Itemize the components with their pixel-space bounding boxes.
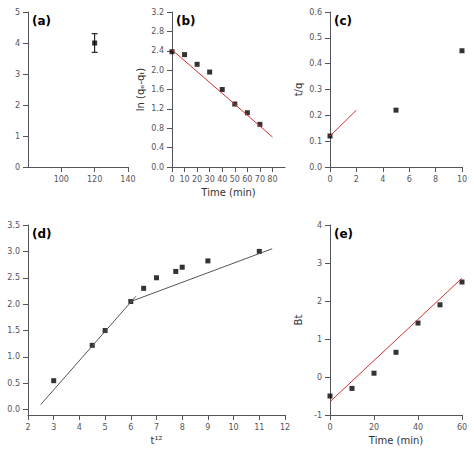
svg-text:50: 50 (230, 175, 240, 184)
svg-text:1.5: 1.5 (7, 326, 20, 335)
svg-text:0: 0 (327, 423, 332, 432)
svg-text:2.5: 2.5 (7, 273, 20, 282)
svg-text:5: 5 (15, 8, 20, 17)
svg-text:(b): (b) (176, 14, 196, 28)
svg-text:(c): (c) (334, 14, 352, 28)
svg-text:9: 9 (205, 423, 210, 432)
svg-text:0: 0 (327, 175, 332, 184)
svg-text:3.0: 3.0 (7, 247, 20, 256)
svg-text:1: 1 (317, 335, 322, 344)
svg-text:3.5: 3.5 (7, 221, 20, 230)
svg-text:70: 70 (255, 175, 265, 184)
svg-text:2: 2 (15, 101, 20, 110)
svg-text:3: 3 (317, 259, 322, 268)
svg-text:100: 100 (54, 175, 69, 184)
svg-text:5: 5 (103, 423, 108, 432)
svg-text:0.8: 0.8 (151, 124, 164, 133)
svg-text:2: 2 (354, 175, 359, 184)
svg-text:0: 0 (15, 163, 20, 172)
svg-text:80: 80 (267, 175, 277, 184)
svg-text:120: 120 (87, 175, 102, 184)
svg-text:0.5: 0.5 (7, 379, 20, 388)
svg-text:4: 4 (380, 175, 385, 184)
svg-text:0.0: 0.0 (7, 405, 20, 414)
svg-text:0.1: 0.1 (309, 137, 322, 146)
svg-text:8: 8 (180, 423, 185, 432)
svg-text:2.4: 2.4 (151, 46, 164, 55)
svg-text:2: 2 (25, 423, 30, 432)
svg-text:4: 4 (317, 221, 322, 230)
svg-text:0.2: 0.2 (309, 111, 322, 120)
svg-text:0: 0 (317, 373, 322, 382)
svg-text:0.0: 0.0 (151, 163, 164, 172)
svg-text:2.8: 2.8 (151, 27, 164, 36)
svg-text:0.3: 0.3 (309, 85, 322, 94)
svg-text:(e): (e) (334, 227, 353, 241)
svg-text:2.0: 2.0 (7, 300, 20, 309)
svg-text:10: 10 (229, 423, 239, 432)
svg-text:30: 30 (205, 175, 215, 184)
svg-text:8: 8 (433, 175, 438, 184)
svg-text:4: 4 (15, 39, 20, 48)
svg-text:60: 60 (242, 175, 252, 184)
svg-text:20: 20 (192, 175, 202, 184)
svg-text:6: 6 (407, 175, 412, 184)
svg-text:0.6: 0.6 (309, 8, 322, 17)
svg-text:ln (qₑ-qₜ): ln (qₑ-qₜ) (135, 68, 146, 112)
svg-text:3: 3 (15, 70, 20, 79)
svg-text:0: 0 (169, 175, 174, 184)
svg-text:140: 140 (120, 175, 135, 184)
svg-text:0.4: 0.4 (151, 143, 164, 152)
svg-text:0.4: 0.4 (309, 59, 322, 68)
svg-text:10: 10 (179, 175, 189, 184)
svg-text:1: 1 (15, 132, 20, 141)
svg-text:40: 40 (217, 175, 227, 184)
svg-text:Time (min): Time (min) (200, 187, 255, 198)
svg-text:4: 4 (77, 423, 82, 432)
svg-text:(d): (d) (32, 227, 52, 241)
svg-text:2.0: 2.0 (151, 66, 164, 75)
svg-text:1.0: 1.0 (7, 352, 20, 361)
svg-text:7: 7 (154, 423, 159, 432)
svg-text:40: 40 (413, 423, 423, 432)
svg-text:20: 20 (369, 423, 379, 432)
svg-text:12: 12 (280, 423, 290, 432)
svg-text:Bt: Bt (293, 315, 304, 326)
svg-text:-1: -1 (314, 411, 322, 420)
svg-text:(a): (a) (32, 14, 51, 28)
svg-text:3: 3 (51, 423, 56, 432)
svg-text:t/q: t/q (293, 83, 304, 97)
svg-text:Time (min): Time (min) (368, 435, 423, 446)
svg-text:1.6: 1.6 (151, 85, 164, 94)
svg-text:6: 6 (128, 423, 133, 432)
svg-text:11: 11 (254, 423, 264, 432)
svg-text:10: 10 (457, 175, 467, 184)
svg-text:0.0: 0.0 (309, 163, 322, 172)
svg-text:1.2: 1.2 (151, 104, 164, 113)
svg-text:60: 60 (457, 423, 467, 432)
svg-text:t¹²: t¹² (151, 435, 163, 446)
svg-text:2: 2 (317, 297, 322, 306)
svg-text:3.2: 3.2 (151, 8, 164, 17)
svg-text:0.5: 0.5 (309, 33, 322, 42)
